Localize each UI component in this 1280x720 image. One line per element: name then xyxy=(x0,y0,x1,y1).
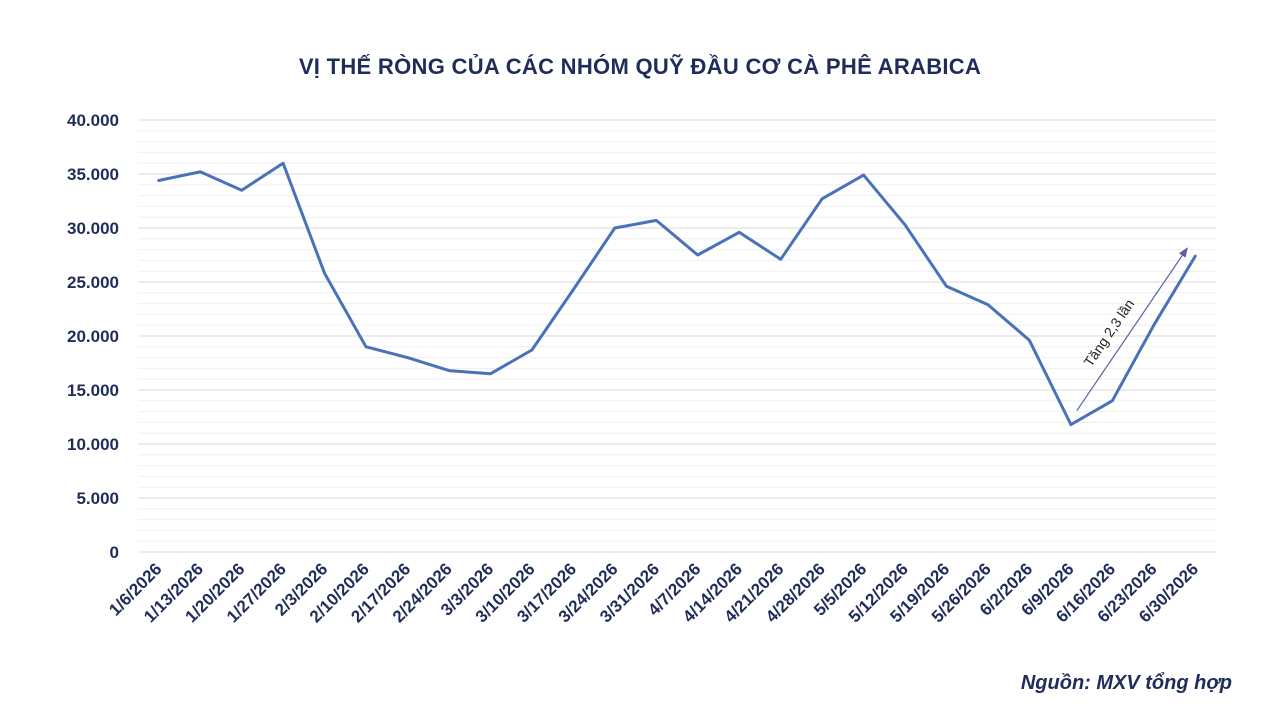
series-group xyxy=(157,161,1197,427)
annotation-label: Tăng 2,3 lần xyxy=(1080,296,1137,369)
y-tick-label: 35.000 xyxy=(67,165,119,184)
minor-grid xyxy=(138,130,1216,542)
major-grid xyxy=(138,119,1216,553)
y-tick-label: 30.000 xyxy=(67,219,119,238)
data-point xyxy=(1111,399,1114,402)
data-point xyxy=(1069,423,1073,426)
data-point xyxy=(447,369,451,372)
data-point xyxy=(198,170,202,174)
annotation-arrow xyxy=(1076,247,1188,411)
data-point xyxy=(1028,339,1031,342)
data-point xyxy=(696,253,699,257)
data-point xyxy=(530,348,534,352)
data-point xyxy=(945,285,948,288)
data-point xyxy=(613,226,617,230)
data-point xyxy=(1194,254,1197,258)
data-point xyxy=(820,197,824,201)
data-point xyxy=(240,189,243,192)
data-point xyxy=(737,231,741,234)
data-point xyxy=(323,272,326,275)
data-point xyxy=(1152,324,1156,327)
data-point xyxy=(903,223,907,226)
data-point xyxy=(281,162,285,165)
y-axis-ticks: 0 5.000 10.000 15.000 20.000 25.000 30.000 35.0… xyxy=(67,111,119,562)
data-point xyxy=(157,179,160,182)
data-point xyxy=(572,288,575,291)
y-tick-label: 0 xyxy=(110,543,119,562)
y-tick-label: 15.000 xyxy=(67,381,119,400)
chart-title: VỊ THẾ RÒNG CỦA CÁC NHÓM QUỸ ĐẦU CƠ CÀ P… xyxy=(298,54,982,79)
series-line xyxy=(157,161,1197,427)
data-point xyxy=(862,173,865,177)
x-axis-ticks: 1/6/20261/13/20261/20/20261/27/20262/3/2… xyxy=(105,559,1202,626)
source-note: Nguồn: MXV tổng hợp xyxy=(1020,672,1232,694)
data-point xyxy=(986,303,990,306)
y-tick-label: 40.000 xyxy=(67,111,119,130)
data-point xyxy=(779,258,782,261)
data-point xyxy=(655,219,658,222)
y-tick-label: 10.000 xyxy=(67,435,119,454)
y-tick-label: 5.000 xyxy=(76,489,119,508)
data-point xyxy=(364,345,368,348)
y-tick-label: 20.000 xyxy=(67,327,119,346)
data-point xyxy=(489,372,492,375)
data-point xyxy=(406,356,409,359)
annotation-group: Tăng 2,3 lần xyxy=(1076,247,1188,411)
y-tick-label: 25.000 xyxy=(67,273,119,292)
